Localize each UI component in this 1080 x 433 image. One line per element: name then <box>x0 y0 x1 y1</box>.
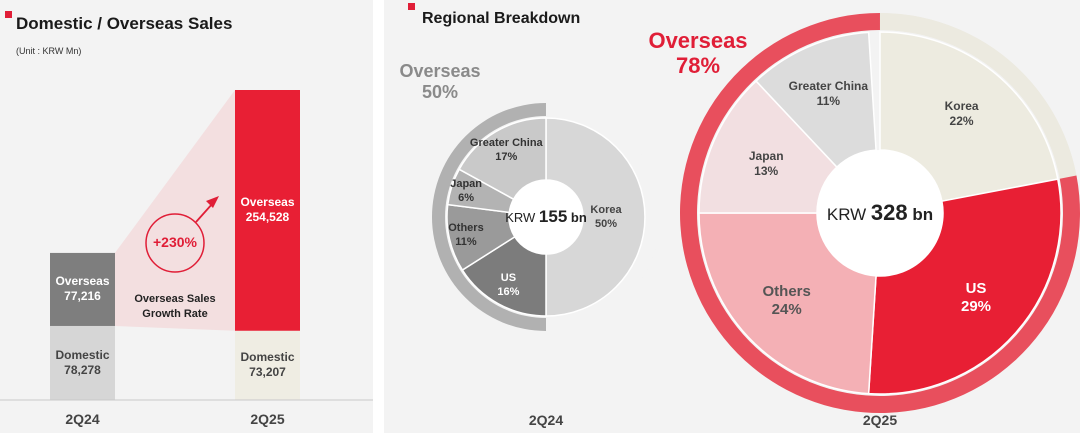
slice-label-us: US 29% <box>961 280 991 316</box>
bar-label-name: Domestic <box>55 347 110 362</box>
growth-wedge <box>115 90 235 331</box>
bar-label-name: Overseas <box>240 195 295 210</box>
slice-label-greater-china: Greater China 11% <box>789 79 868 109</box>
period-label: 2Q25 <box>862 412 898 428</box>
slice-label-others: Others 24% <box>763 283 811 319</box>
title-marker <box>408 3 415 10</box>
bar-label-value: 77,216 <box>64 289 101 304</box>
slice-value: 22% <box>949 114 974 129</box>
center-prefix: KRW <box>826 205 871 224</box>
bar-label-name: Domestic <box>240 350 295 365</box>
slice-label-greater-china: Greater China 17% <box>470 136 543 164</box>
slice-label-japan: Japan 13% <box>749 149 784 179</box>
slice-label-japan: Japan 6% <box>450 177 482 205</box>
slice-value: 13% <box>754 163 779 178</box>
growth-caption-line1: Overseas Sales <box>134 293 216 305</box>
ring-overseas-2Q24 <box>431 103 546 331</box>
slice-value: 24% <box>771 300 802 318</box>
center-suffix: bn <box>907 205 934 224</box>
growth-arrow-shaft <box>195 202 214 223</box>
growth-circle <box>145 213 205 273</box>
slice-name: Japan <box>450 178 483 191</box>
center-suffix: bn <box>567 210 587 225</box>
slice-us-2Q25 <box>867 178 1062 395</box>
bar-label-overseas: Overseas 254,528 <box>225 195 310 225</box>
bar-label-domestic: Domestic 78,278 <box>40 348 125 378</box>
bar-domestic-2Q25 <box>235 330 300 400</box>
slice-name: Others <box>762 282 811 300</box>
panel-title: Regional Breakdown <box>422 10 581 27</box>
slice-name: Japan <box>748 148 784 163</box>
x-axis-label: 2Q24 <box>65 411 100 427</box>
growth-rate: +230% <box>153 234 197 250</box>
slice-value: 29% <box>960 297 992 315</box>
center-value: 155 <box>538 207 568 226</box>
bar-label-value: 254,528 <box>245 210 290 225</box>
center-value: 328 <box>870 200 908 225</box>
unit-note: (Unit : KRW Mn) <box>16 46 82 56</box>
bar-domestic-2Q24 <box>50 325 115 400</box>
bar-label-overseas: Overseas 77,216 <box>40 274 125 304</box>
title-marker <box>5 11 12 18</box>
slice-name: Others <box>448 221 484 234</box>
overseas-ring-name: Overseas <box>399 61 481 81</box>
domestic-overseas-panel: Domestic / Overseas Sales (Unit : KRW Mn… <box>0 0 373 433</box>
sales-bar-chart <box>0 90 373 401</box>
x-axis-label: 2Q25 <box>250 411 285 427</box>
slice-value: 17% <box>495 150 518 163</box>
donut-hole-2Q24 <box>509 180 583 254</box>
slice-name: US <box>500 272 517 285</box>
overseas-ring-value: 50% <box>421 82 459 102</box>
overseas-ring-label: Overseas 78% <box>648 28 747 78</box>
bar-label-name: Overseas <box>55 274 110 289</box>
panel-title: Domestic / Overseas Sales <box>16 14 233 33</box>
growth-caption-line2: Growth Rate <box>142 308 208 320</box>
bar-label-value: 73,207 <box>249 365 286 380</box>
slice-name: Korea <box>944 99 979 114</box>
slice-label-korea: Korea 50% <box>590 203 621 231</box>
donut-hole-2Q25 <box>817 150 943 276</box>
overseas-ring-name: Overseas <box>648 28 748 53</box>
overseas-ring-label: Overseas 50% <box>399 61 480 103</box>
slice-name: Greater China <box>469 136 543 149</box>
slice-name: US <box>965 279 987 297</box>
bar-label-domestic: Domestic 73,207 <box>225 350 310 380</box>
slice-name: Greater China <box>788 78 869 93</box>
slice-value: 11% <box>455 235 477 248</box>
ring-domestic-part-2Q24 <box>546 103 660 331</box>
slice-value: 16% <box>497 286 520 299</box>
bar-label-value: 78,278 <box>64 362 101 377</box>
period-label: 2Q24 <box>528 412 564 428</box>
slice-value: 11% <box>816 93 841 108</box>
growth-arrow-head <box>206 196 219 208</box>
slice-value: 50% <box>594 218 618 230</box>
ring-domestic-part-2Q25 <box>880 13 1077 179</box>
overseas-ring-value: 78% <box>675 53 721 78</box>
center-prefix: KRW <box>505 210 539 225</box>
slice-name: Korea <box>590 204 622 216</box>
center-total: KRW 328 bn <box>827 200 933 226</box>
slice-label-korea: Korea 22% <box>945 99 979 129</box>
bar-overseas-2Q24 <box>50 252 115 326</box>
bar-overseas-2Q25 <box>235 90 300 331</box>
growth-caption: Overseas Sales Growth Rate <box>115 292 235 322</box>
slice-label-us: US 16% <box>497 271 519 299</box>
slice-value: 6% <box>458 192 475 205</box>
slice-label-others: Others 11% <box>448 221 483 249</box>
center-total: KRW 155 bn <box>505 207 587 227</box>
